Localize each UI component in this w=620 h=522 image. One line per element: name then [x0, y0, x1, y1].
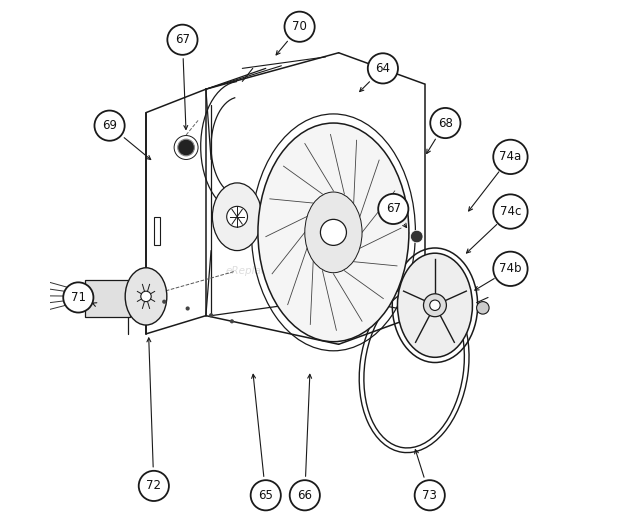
Text: 71: 71 — [71, 291, 86, 304]
Circle shape — [430, 108, 461, 138]
Circle shape — [423, 294, 446, 317]
FancyBboxPatch shape — [84, 280, 130, 317]
Text: 72: 72 — [146, 479, 161, 492]
Ellipse shape — [213, 183, 262, 251]
Text: 64: 64 — [375, 62, 391, 75]
Text: eReplacementParts.com: eReplacementParts.com — [226, 266, 353, 277]
Bar — [154, 217, 160, 245]
Circle shape — [494, 140, 528, 174]
Circle shape — [227, 206, 247, 227]
Circle shape — [477, 302, 489, 314]
Circle shape — [139, 471, 169, 501]
Circle shape — [185, 306, 190, 311]
Text: 69: 69 — [102, 119, 117, 132]
Text: 66: 66 — [298, 489, 312, 502]
Circle shape — [141, 291, 151, 302]
Circle shape — [162, 300, 166, 304]
Circle shape — [290, 480, 320, 511]
Text: 65: 65 — [259, 489, 273, 502]
Text: 74b: 74b — [499, 263, 521, 275]
Circle shape — [285, 11, 315, 42]
Text: 67: 67 — [175, 33, 190, 46]
Circle shape — [167, 25, 198, 55]
Circle shape — [250, 480, 281, 511]
Ellipse shape — [125, 268, 167, 325]
Ellipse shape — [305, 192, 362, 272]
Circle shape — [209, 313, 213, 317]
Circle shape — [321, 219, 347, 245]
Text: 67: 67 — [386, 203, 401, 216]
Text: 74c: 74c — [500, 205, 521, 218]
Circle shape — [63, 282, 94, 313]
Circle shape — [178, 139, 195, 156]
Circle shape — [378, 194, 409, 224]
Ellipse shape — [397, 253, 472, 358]
Circle shape — [410, 230, 423, 243]
Text: 68: 68 — [438, 116, 453, 129]
Circle shape — [368, 53, 398, 84]
Circle shape — [230, 319, 234, 324]
Circle shape — [430, 300, 440, 311]
Text: 74a: 74a — [499, 150, 521, 163]
Circle shape — [494, 252, 528, 286]
Circle shape — [415, 480, 445, 511]
Ellipse shape — [258, 123, 409, 342]
Text: 70: 70 — [292, 20, 307, 33]
Circle shape — [494, 194, 528, 229]
Text: 73: 73 — [422, 489, 437, 502]
Circle shape — [94, 111, 125, 141]
